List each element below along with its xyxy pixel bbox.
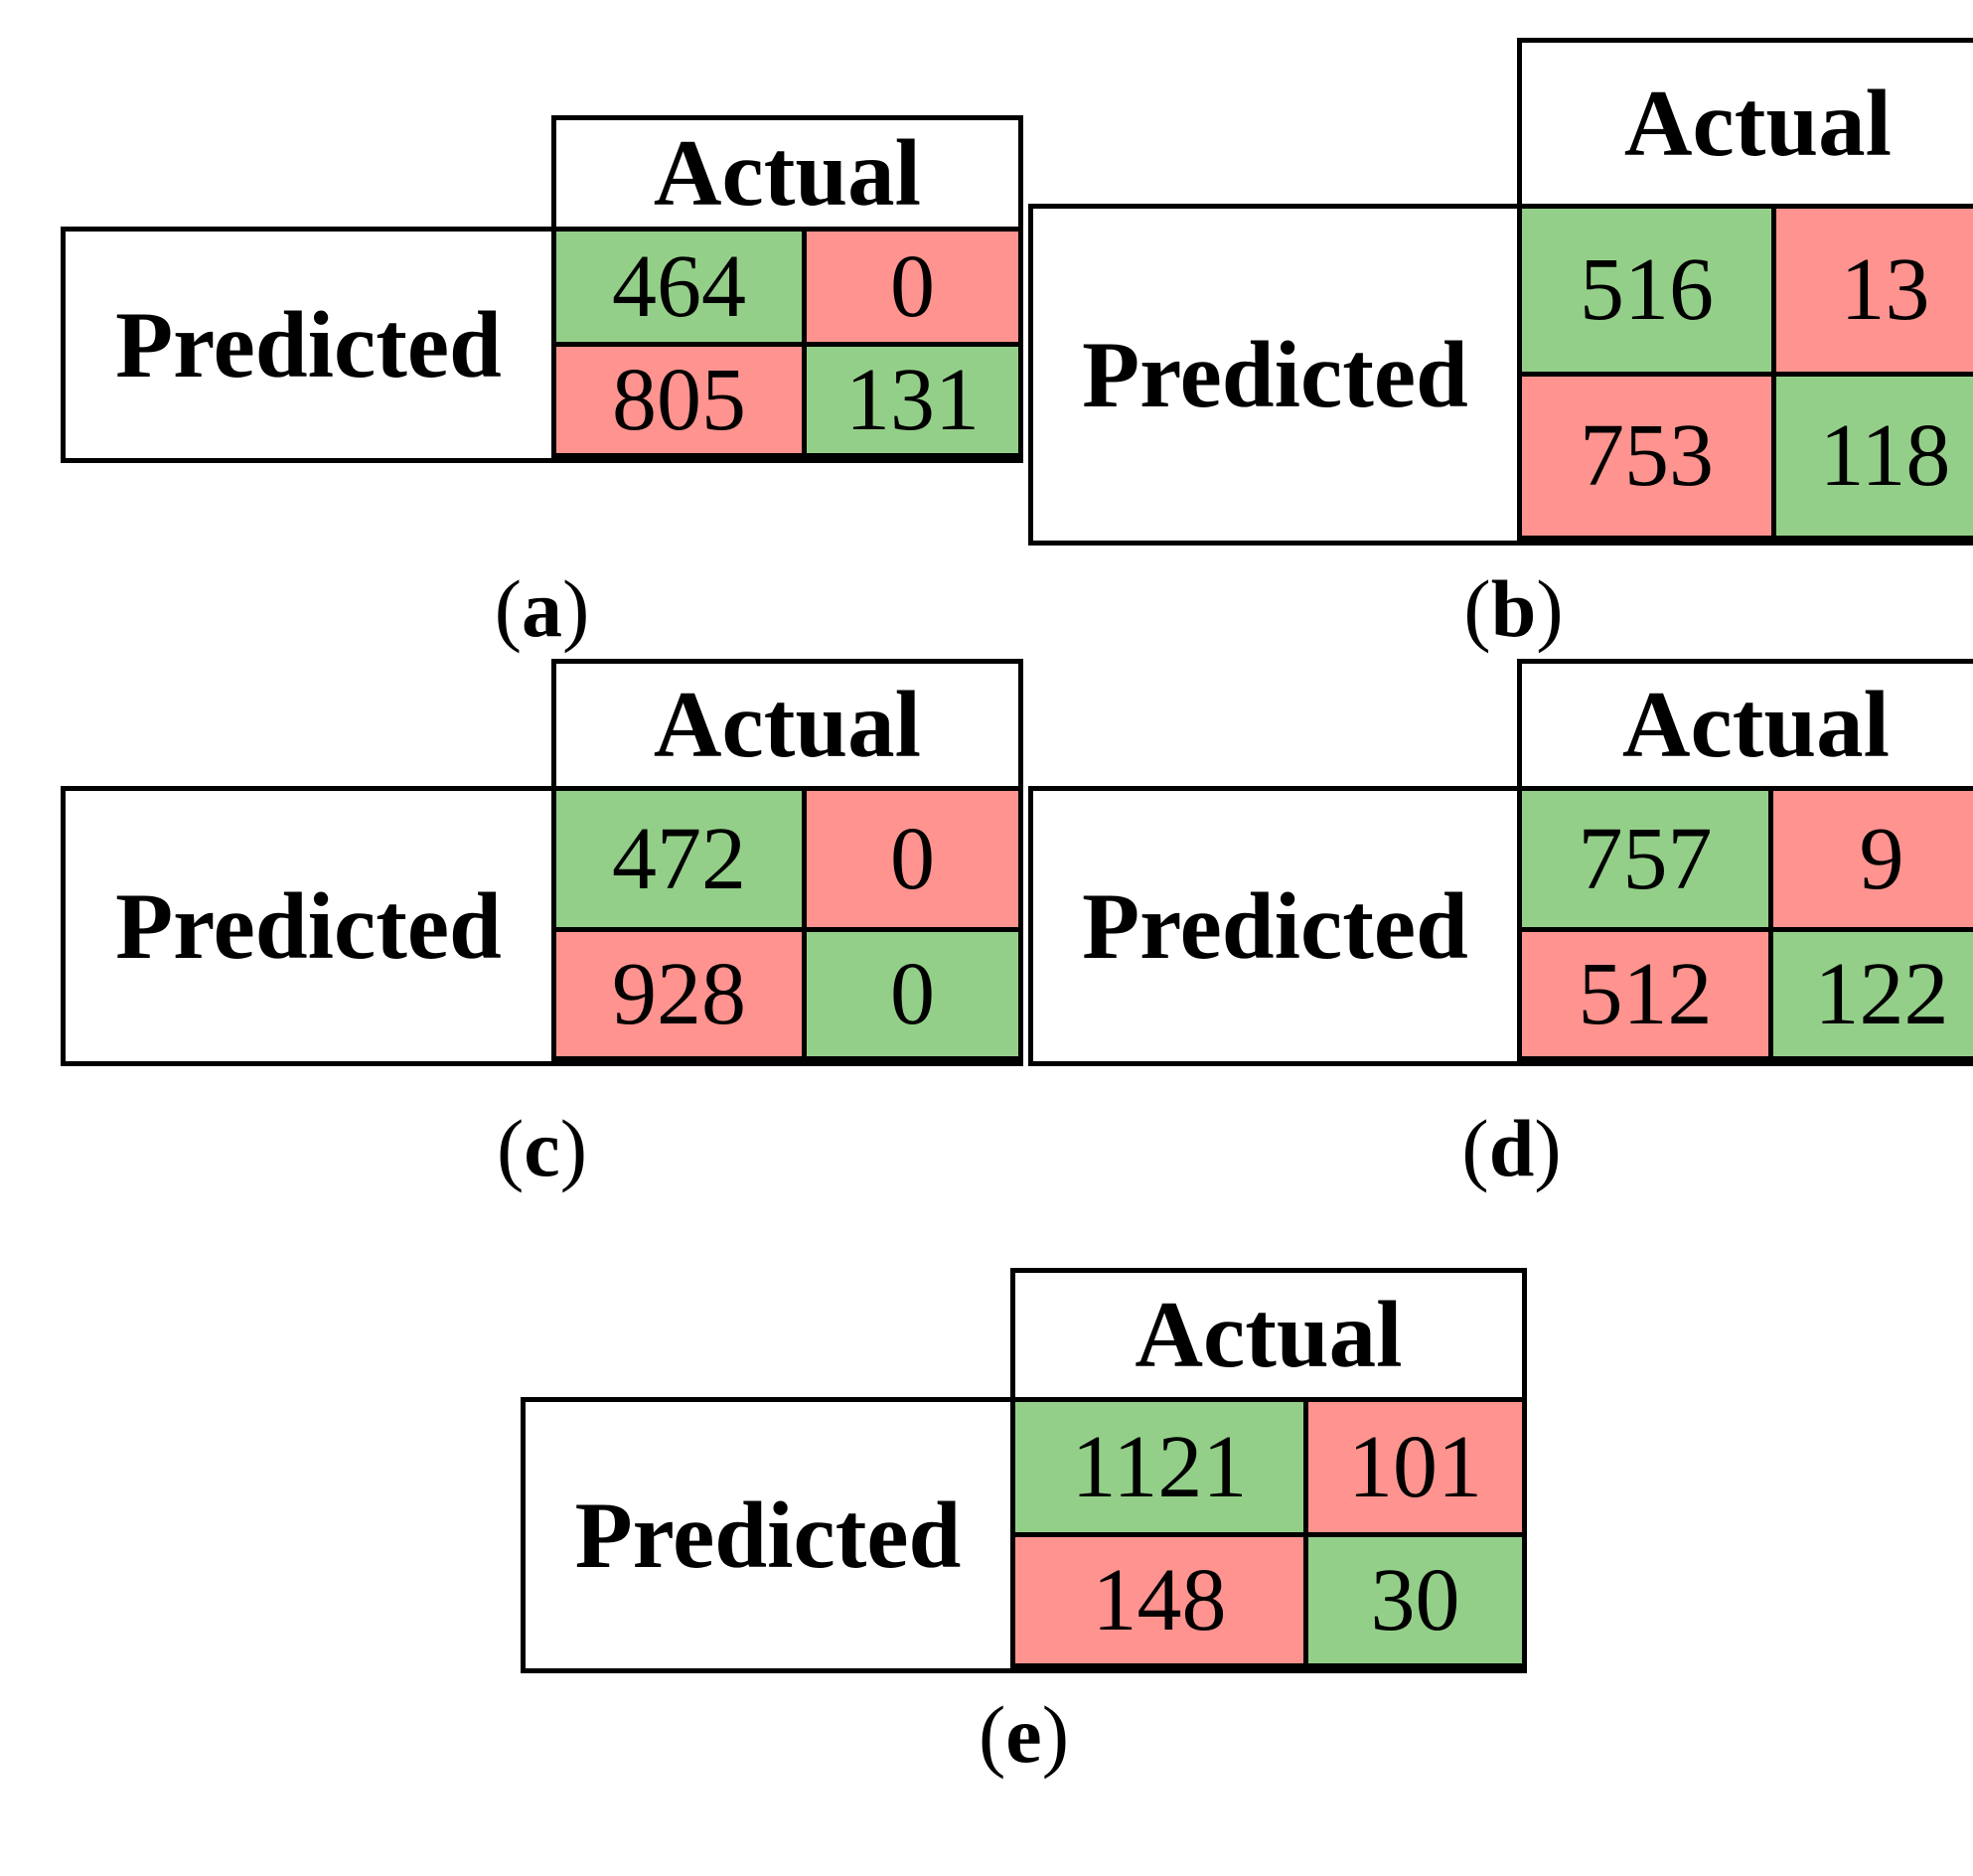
actual-label: Actual [1623,70,1893,176]
predicted-header-box: Predicted [1028,786,1522,1066]
cell-bottom-right: 30 [1308,1537,1522,1663]
cell-top-left: 472 [556,791,802,927]
predicted-label: Predicted [1082,321,1468,427]
confusion-grid: 757 9 512 122 [1517,786,1973,1066]
cell-top-right: 9 [1773,791,1973,927]
cell-top-right: 101 [1308,1402,1522,1532]
cell-bottom-left: 928 [556,932,802,1056]
predicted-header-box: Predicted [61,786,556,1066]
actual-label: Actual [653,120,922,226]
caption-close-paren: ) [1536,563,1564,654]
actual-header-box: Actual [1517,38,1973,209]
caption-open-paren: ( [1463,563,1491,654]
caption-open-paren: ( [978,1689,1006,1780]
confusion-matrix-b: Actual Predicted 516 13 753 118 (b) [1028,38,1973,657]
predicted-header-box: Predicted [61,227,556,463]
predicted-label: Predicted [1082,872,1468,979]
caption-open-paren: ( [1461,1103,1489,1193]
confusion-matrix-e: Actual Predicted 1121 101 148 30 (e) [521,1268,1527,1824]
actual-label: Actual [653,672,922,777]
caption-close-paren: ) [559,1103,588,1193]
subfigure-caption: (a) [61,564,1023,654]
caption-close-paren: ) [562,563,590,654]
caption-open-paren: ( [494,563,522,654]
caption-letter: c [524,1103,560,1193]
cell-top-left: 757 [1522,791,1768,927]
predicted-label: Predicted [574,1482,962,1588]
confusion-grid: 464 0 805 131 [551,227,1023,463]
actual-header-box: Actual [551,115,1023,232]
cell-top-left: 1121 [1015,1402,1303,1532]
cell-bottom-left: 805 [556,347,802,453]
predicted-header-box: Predicted [521,1397,1015,1673]
caption-letter: d [1488,1103,1535,1193]
confusion-grid: 516 13 753 118 [1517,204,1973,546]
cell-bottom-left: 512 [1522,932,1768,1056]
cell-bottom-right: 122 [1773,932,1973,1056]
actual-header-box: Actual [551,659,1023,791]
subfigure-caption: (d) [1028,1104,1973,1193]
actual-label: Actual [1135,1282,1403,1387]
caption-close-paren: ) [1534,1103,1562,1193]
cell-top-left: 464 [556,232,802,342]
caption-close-paren: ) [1041,1689,1070,1780]
predicted-label: Predicted [115,291,502,397]
cell-bottom-left: 148 [1015,1537,1303,1663]
confusion-matrix-c: Actual Predicted 472 0 928 0 (c) [61,659,1023,1195]
confusion-matrix-d: Actual Predicted 757 9 512 122 (d) [1028,659,1973,1195]
cell-bottom-left: 753 [1522,377,1771,536]
caption-open-paren: ( [496,1103,525,1193]
cell-bottom-right: 118 [1776,377,1973,536]
cell-top-right: 0 [807,232,1018,342]
confusion-grid: 472 0 928 0 [551,786,1023,1066]
cell-top-right: 13 [1776,209,1973,372]
caption-letter: e [1005,1689,1042,1780]
predicted-label: Predicted [115,872,502,979]
actual-label: Actual [1621,672,1891,777]
cell-bottom-right: 131 [807,347,1018,453]
subfigure-caption: (b) [1028,564,1973,654]
subfigure-caption: (c) [61,1104,1023,1193]
subfigure-caption: (e) [521,1690,1527,1780]
caption-letter: a [522,563,562,654]
cell-top-left: 516 [1522,209,1771,372]
actual-header-box: Actual [1517,659,1973,791]
confusion-matrix-a: Actual Predicted 464 0 805 131 (a) [61,115,1023,657]
cell-bottom-right: 0 [807,932,1018,1056]
confusion-grid: 1121 101 148 30 [1010,1397,1527,1673]
caption-letter: b [1490,563,1537,654]
cell-top-right: 0 [807,791,1018,927]
actual-header-box: Actual [1010,1268,1527,1402]
predicted-header-box: Predicted [1028,204,1522,546]
